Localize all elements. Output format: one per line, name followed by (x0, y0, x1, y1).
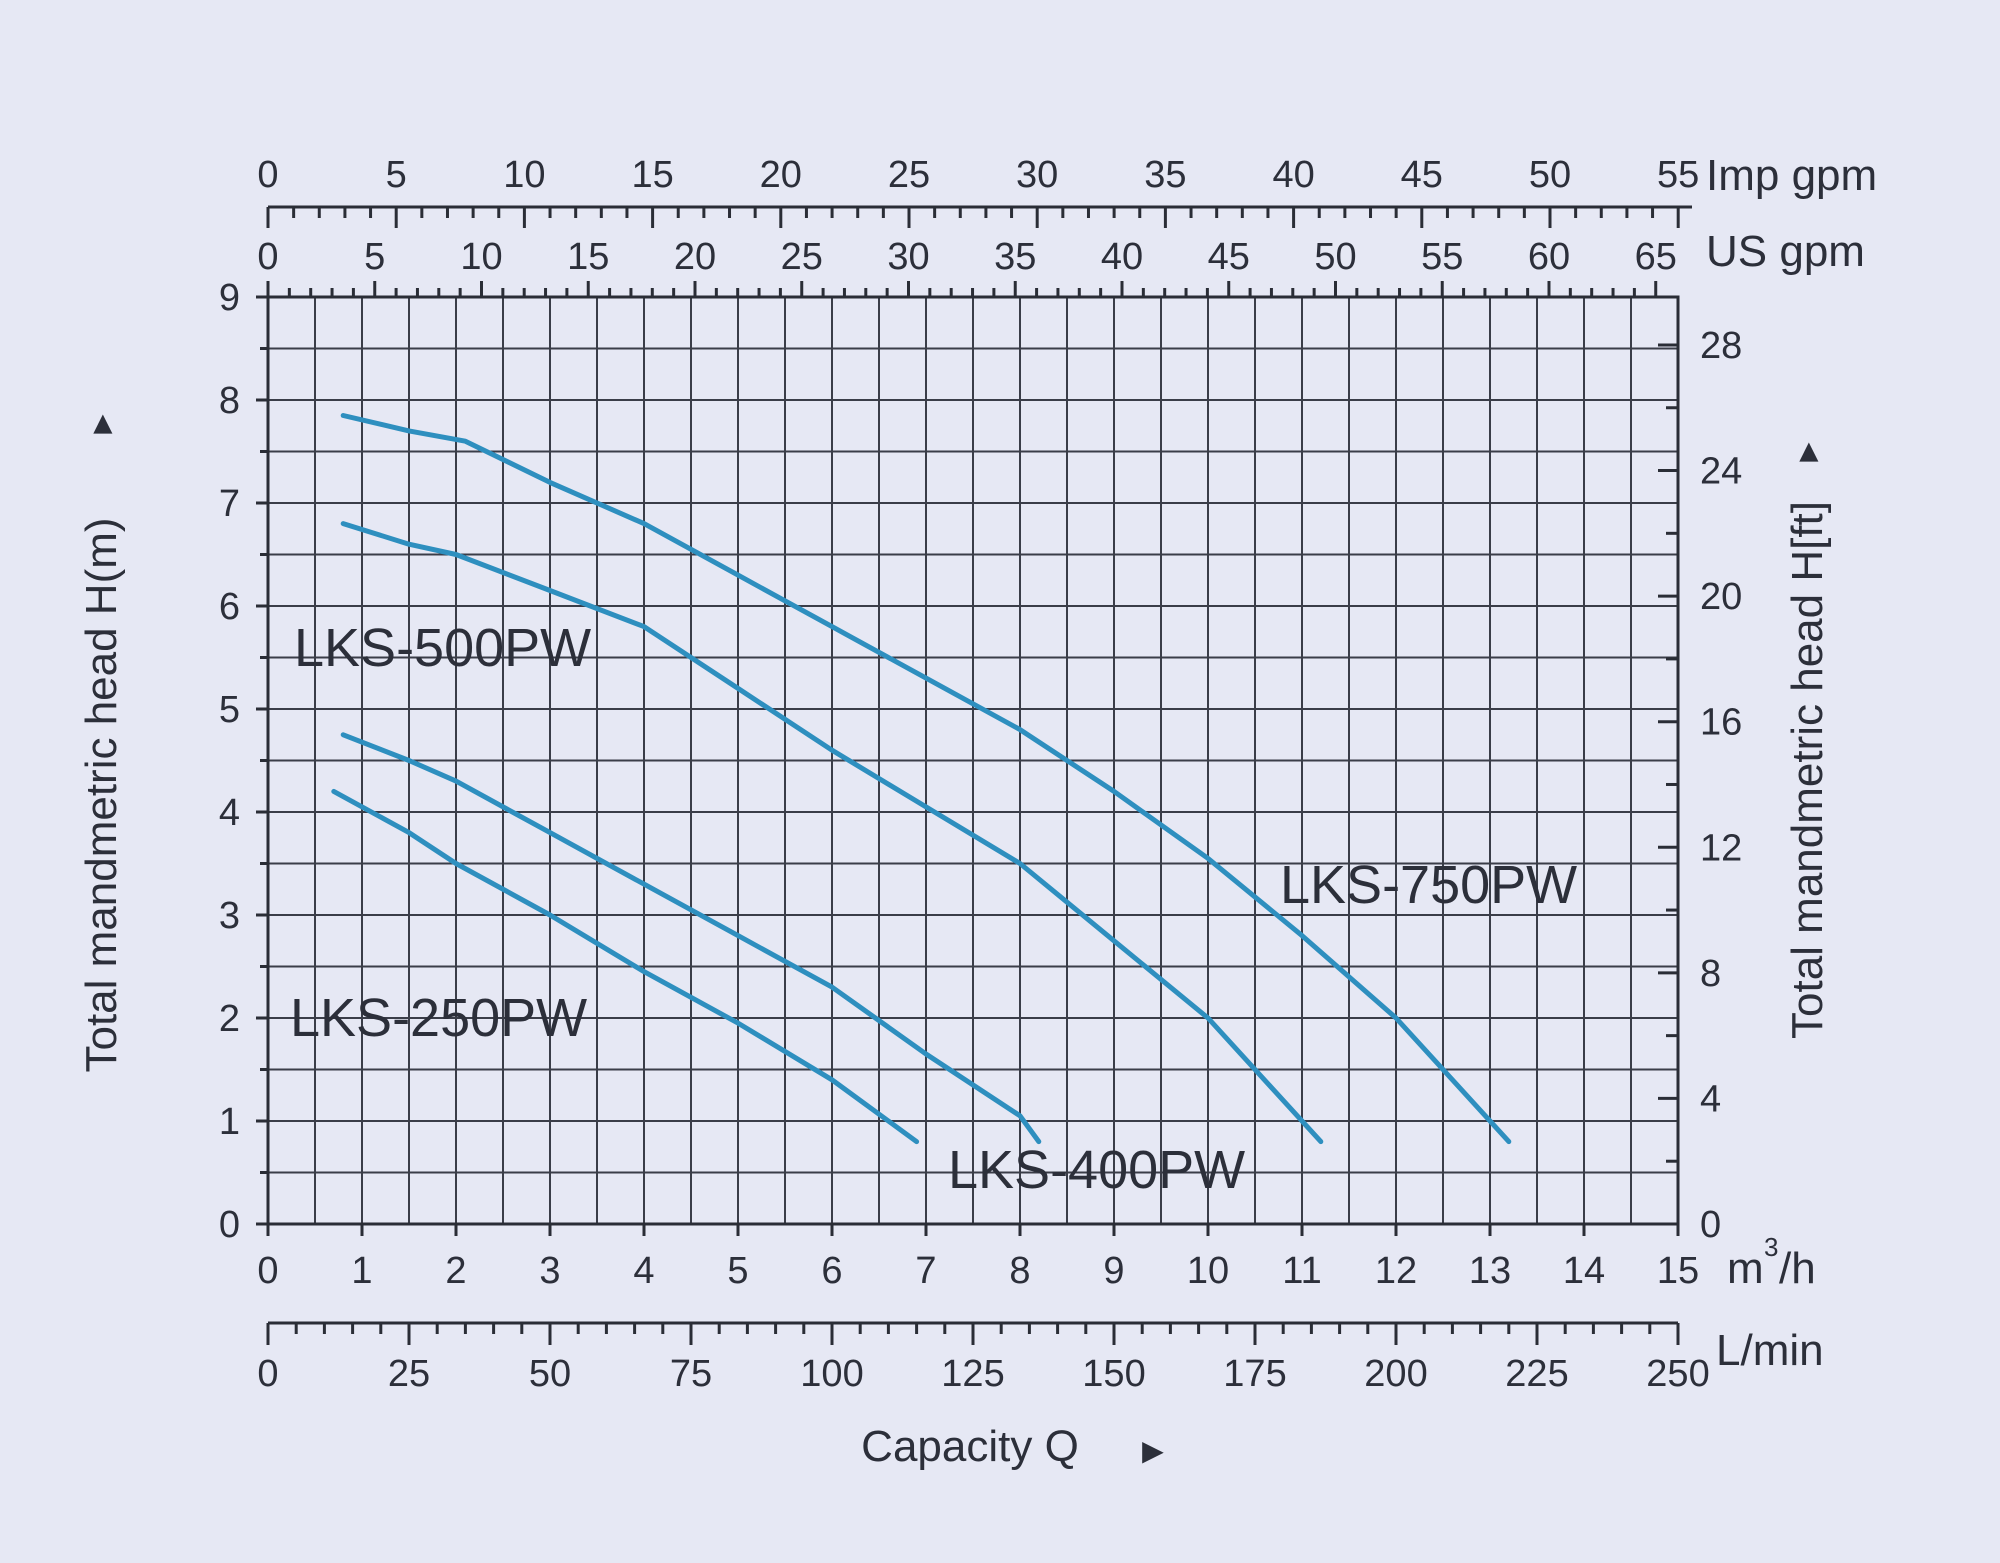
ft-tick-label: 20 (1700, 576, 1742, 618)
curve-lks-250pw (331, 788, 920, 1145)
y-tick-label: 2 (219, 998, 240, 1040)
x-tick-label: 14 (1563, 1250, 1605, 1292)
x-unit-sup: 3 (1764, 1232, 1778, 1262)
imp-tick-label: 30 (1016, 154, 1058, 196)
y-axis-arrow-right: ► (1789, 436, 1825, 468)
y-tick-label: 7 (219, 483, 240, 525)
us-tick-label: 55 (1421, 236, 1463, 278)
x-tick-label: 7 (915, 1250, 936, 1292)
imp-unit: Imp gpm (1706, 151, 1877, 200)
imp-tick-label: 20 (760, 154, 802, 196)
imp-tick-label: 5 (386, 154, 407, 196)
y-tick-label: 8 (219, 380, 240, 422)
y-tick-label: 1 (219, 1101, 240, 1143)
x-unit-base: m (1727, 1244, 1764, 1293)
lmin-tick-label: 25 (388, 1353, 430, 1395)
x-tick-label: 0 (257, 1250, 278, 1292)
curve-lks-750pw (340, 413, 1512, 1145)
series-label-lks-750pw: LKS-750PW (1280, 855, 1577, 915)
y-tick-label: 5 (219, 689, 240, 731)
y-axis-title-left: Total mandmetric head H(m) (77, 517, 126, 1072)
x-tick-label: 1 (351, 1250, 372, 1292)
y-axis-title-right: Total mandmetric head H[ft] (1783, 501, 1832, 1039)
curve-lks-400pw (340, 732, 1042, 1145)
us-tick-label: 50 (1314, 236, 1356, 278)
series-label-lks-250pw: LKS-250PW (290, 988, 587, 1048)
imp-tick-label: 50 (1529, 154, 1571, 196)
us-tick-label: 45 (1208, 236, 1250, 278)
us-tick-label: 30 (887, 236, 929, 278)
us-tick-label: 5 (364, 236, 385, 278)
imp-tick-label: 40 (1272, 154, 1314, 196)
lmin-tick-label: 75 (670, 1353, 712, 1395)
us-tick-label: 40 (1101, 236, 1143, 278)
lmin-tick-label: 250 (1646, 1353, 1709, 1395)
ft-tick-label: 28 (1700, 325, 1742, 367)
x-tick-label: 11 (1282, 1250, 1321, 1292)
curves (331, 413, 1512, 1145)
ft-tick-label: 12 (1700, 827, 1742, 869)
y-axis-arrow-left: ► (83, 408, 119, 440)
lmin-tick-label: 0 (257, 1353, 278, 1395)
labels: LKS-250PW LKS-400PW LKS-500PW LKS-750PW (290, 618, 1577, 1200)
imp-tick-label: 0 (257, 154, 278, 196)
us-unit: US gpm (1706, 227, 1865, 276)
us-tick-label: 65 (1635, 236, 1677, 278)
y-tick-label: 3 (219, 895, 240, 937)
lmin-tick-label: 150 (1082, 1353, 1145, 1395)
us-tick-label: 60 (1528, 236, 1570, 278)
x-axis-title: Capacity Q (861, 1422, 1079, 1471)
y-tick-label: 9 (219, 277, 240, 319)
x-unit-rest: /h (1779, 1244, 1816, 1293)
lmin-tick-label: 50 (529, 1353, 571, 1395)
us-tick-label: 35 (994, 236, 1036, 278)
x-tick-label: 2 (445, 1250, 466, 1292)
imp-tick-label: 25 (888, 154, 930, 196)
x-tick-label: 8 (1009, 1250, 1030, 1292)
lmin-tick-label: 125 (941, 1353, 1004, 1395)
curve-lks-500pw (340, 521, 1324, 1145)
x-tick-label: 10 (1187, 1250, 1229, 1292)
x-axis-arrow: ► (1135, 1430, 1171, 1471)
us-tick-label: 25 (781, 236, 823, 278)
lmin-unit: L/min (1716, 1326, 1824, 1375)
ft-tick-label: 0 (1700, 1204, 1721, 1246)
x-tick-label: 15 (1657, 1250, 1699, 1292)
grid (267, 296, 1679, 1225)
lmin-tick-label: 225 (1505, 1353, 1568, 1395)
imp-tick-label: 55 (1657, 154, 1699, 196)
us-tick-label: 0 (257, 236, 278, 278)
x-tick-label: 13 (1469, 1250, 1511, 1292)
y-tick-label: 0 (219, 1204, 240, 1246)
ft-tick-label: 4 (1700, 1078, 1721, 1120)
lmin-tick-label: 100 (800, 1353, 863, 1395)
x-tick-label: 6 (821, 1250, 842, 1292)
ft-tick-label: 16 (1700, 702, 1742, 744)
y-tick-label: 4 (219, 792, 240, 834)
ft-tick-label: 8 (1700, 953, 1721, 995)
x-tick-label: 3 (539, 1250, 560, 1292)
imp-tick-label: 35 (1144, 154, 1186, 196)
us-tick-label: 15 (567, 236, 609, 278)
imp-tick-label: 45 (1401, 154, 1443, 196)
x-tick-label: 5 (727, 1250, 748, 1292)
us-tick-label: 20 (674, 236, 716, 278)
x-tick-label: 9 (1103, 1250, 1124, 1292)
imp-tick-label: 10 (503, 154, 545, 196)
ft-tick-label: 24 (1700, 451, 1742, 493)
series-label-lks-500pw: LKS-500PW (294, 618, 591, 678)
lmin-tick-label: 200 (1364, 1353, 1427, 1395)
series-label-lks-400pw: LKS-400PW (948, 1140, 1245, 1200)
lmin-tick-label: 175 (1223, 1353, 1286, 1395)
imp-tick-label: 15 (631, 154, 673, 196)
us-tick-label: 10 (460, 236, 502, 278)
x-tick-label: 12 (1375, 1250, 1417, 1292)
y-tick-label: 6 (219, 586, 240, 628)
x-tick-label: 4 (633, 1250, 654, 1292)
